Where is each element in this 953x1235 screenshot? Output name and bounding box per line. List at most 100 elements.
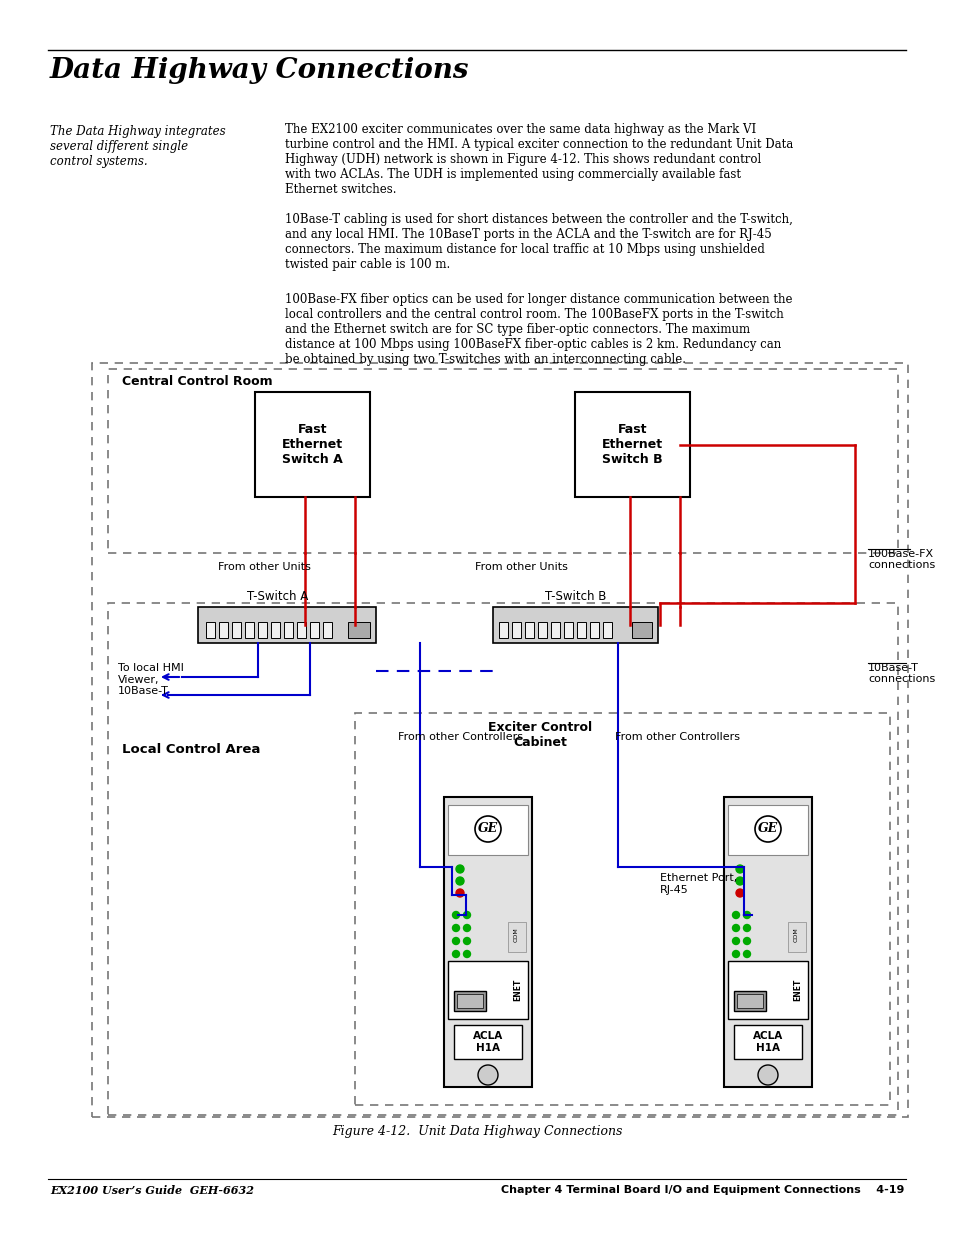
Text: 100Base-FX: 100Base-FX xyxy=(867,550,933,559)
Bar xyxy=(448,805,527,855)
Bar xyxy=(537,622,546,638)
Bar xyxy=(245,622,253,638)
Circle shape xyxy=(463,925,470,931)
Circle shape xyxy=(758,1065,778,1086)
Bar xyxy=(577,622,585,638)
Bar xyxy=(232,622,241,638)
Bar xyxy=(512,622,520,638)
Text: Chapter 4 Terminal Board I/O and Equipment Connections    4-19: Chapter 4 Terminal Board I/O and Equipme… xyxy=(500,1186,903,1195)
Circle shape xyxy=(742,925,750,931)
Text: 10Base-T: 10Base-T xyxy=(867,663,918,673)
Bar xyxy=(257,622,267,638)
Bar xyxy=(454,990,485,1011)
Text: Ethernet Port,
RJ-45: Ethernet Port, RJ-45 xyxy=(659,873,737,894)
Text: Fast
Ethernet
Switch A: Fast Ethernet Switch A xyxy=(282,424,343,466)
Bar xyxy=(355,713,889,1105)
Bar xyxy=(723,797,811,1087)
Bar xyxy=(733,990,765,1011)
Circle shape xyxy=(456,864,463,873)
Text: 10Base-T cabling is used for short distances between the controller and the T-sw: 10Base-T cabling is used for short dista… xyxy=(285,212,792,270)
Text: From other Controllers: From other Controllers xyxy=(615,732,740,742)
Text: connections: connections xyxy=(867,674,934,684)
Circle shape xyxy=(456,877,463,885)
Circle shape xyxy=(463,937,470,945)
Bar xyxy=(454,1025,521,1058)
Bar xyxy=(602,622,612,638)
Circle shape xyxy=(463,951,470,957)
Text: From other Units: From other Units xyxy=(475,562,567,572)
Text: ACLA
H1A: ACLA H1A xyxy=(752,1031,782,1052)
Circle shape xyxy=(475,816,500,842)
Bar xyxy=(284,622,293,638)
Bar xyxy=(631,622,651,638)
Bar xyxy=(108,603,897,1115)
Text: EX2100 User’s Guide  GEH-6632: EX2100 User’s Guide GEH-6632 xyxy=(50,1186,253,1195)
Bar xyxy=(443,797,532,1087)
Circle shape xyxy=(742,911,750,919)
Text: Central Control Room: Central Control Room xyxy=(122,375,273,388)
Circle shape xyxy=(732,951,739,957)
Bar xyxy=(589,622,598,638)
Text: The EX2100 exciter communicates over the same data highway as the Mark VI
turbin: The EX2100 exciter communicates over the… xyxy=(285,124,792,196)
Bar xyxy=(254,391,370,496)
Text: connections: connections xyxy=(867,559,934,571)
Text: From other Units: From other Units xyxy=(218,562,311,572)
Bar xyxy=(563,622,573,638)
Bar xyxy=(206,622,214,638)
Text: To local HMI
Viewer,
10Base-T: To local HMI Viewer, 10Base-T xyxy=(118,663,184,697)
Bar xyxy=(727,961,807,1019)
Text: GE: GE xyxy=(757,823,778,836)
Text: T-Switch A: T-Switch A xyxy=(247,590,309,603)
Bar xyxy=(296,622,306,638)
Circle shape xyxy=(452,911,459,919)
Bar xyxy=(498,622,507,638)
Bar xyxy=(727,805,807,855)
Circle shape xyxy=(735,889,743,897)
Text: 100Base-FX fiber optics can be used for longer distance communication between th: 100Base-FX fiber optics can be used for … xyxy=(285,293,792,366)
Bar xyxy=(551,622,559,638)
Bar xyxy=(271,622,280,638)
Circle shape xyxy=(732,925,739,931)
Text: Exciter Control
Cabinet: Exciter Control Cabinet xyxy=(487,721,592,748)
Bar xyxy=(198,606,375,643)
Circle shape xyxy=(735,877,743,885)
Circle shape xyxy=(732,937,739,945)
Bar xyxy=(493,606,658,643)
Text: Data Highway Connections: Data Highway Connections xyxy=(50,57,469,84)
Bar xyxy=(456,994,482,1008)
Bar xyxy=(448,961,527,1019)
Circle shape xyxy=(463,911,470,919)
Text: T-Switch B: T-Switch B xyxy=(544,590,605,603)
Circle shape xyxy=(742,937,750,945)
Circle shape xyxy=(452,951,459,957)
Text: ACLA
H1A: ACLA H1A xyxy=(473,1031,502,1052)
Circle shape xyxy=(754,816,781,842)
Text: COM: COM xyxy=(513,927,518,942)
Circle shape xyxy=(742,951,750,957)
Bar xyxy=(507,923,525,952)
Circle shape xyxy=(732,911,739,919)
Bar xyxy=(108,369,897,553)
Circle shape xyxy=(477,1065,497,1086)
Circle shape xyxy=(456,889,463,897)
Bar xyxy=(524,622,534,638)
Bar xyxy=(737,994,762,1008)
Text: ENET: ENET xyxy=(793,979,801,1002)
Text: From other Controllers: From other Controllers xyxy=(397,732,522,742)
Circle shape xyxy=(735,864,743,873)
Text: Local Control Area: Local Control Area xyxy=(122,743,260,756)
Bar xyxy=(310,622,318,638)
Text: The Data Highway integrates
several different single
control systems.: The Data Highway integrates several diff… xyxy=(50,125,226,168)
Text: Figure 4-12.  Unit Data Highway Connections: Figure 4-12. Unit Data Highway Connectio… xyxy=(332,1125,621,1137)
Bar xyxy=(575,391,689,496)
Text: Fast
Ethernet
Switch B: Fast Ethernet Switch B xyxy=(601,424,662,466)
Bar xyxy=(219,622,228,638)
Text: ENET: ENET xyxy=(513,979,522,1002)
Circle shape xyxy=(452,937,459,945)
Text: GE: GE xyxy=(477,823,497,836)
Bar xyxy=(733,1025,801,1058)
Bar xyxy=(323,622,332,638)
Bar xyxy=(348,622,370,638)
Text: COM: COM xyxy=(793,927,798,942)
Circle shape xyxy=(452,925,459,931)
